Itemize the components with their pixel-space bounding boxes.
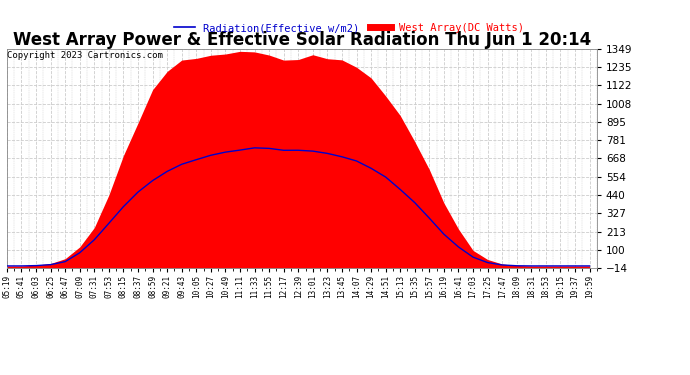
Title: West Array Power & Effective Solar Radiation Thu Jun 1 20:14: West Array Power & Effective Solar Radia…	[12, 31, 591, 49]
Legend: Radiation(Effective w/m2), West Array(DC Watts): Radiation(Effective w/m2), West Array(DC…	[170, 19, 529, 37]
Text: Copyright 2023 Cartronics.com: Copyright 2023 Cartronics.com	[7, 51, 163, 60]
